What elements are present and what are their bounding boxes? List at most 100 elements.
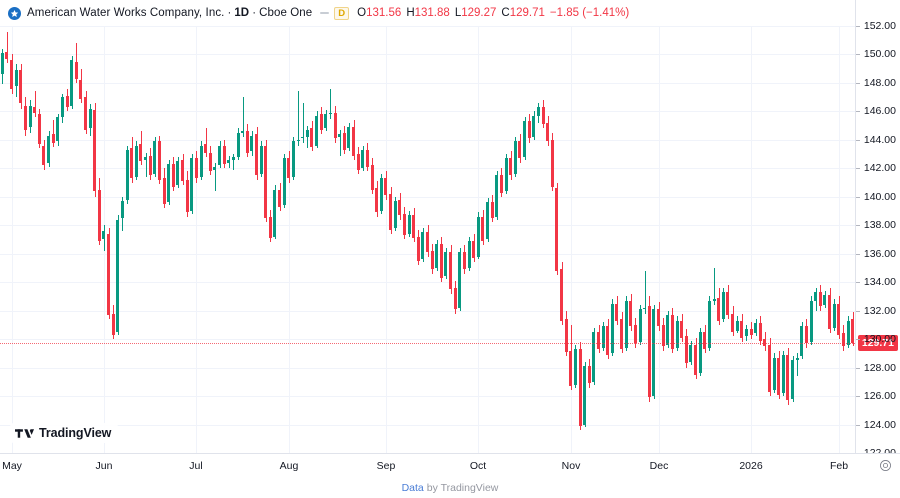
candlestick-body xyxy=(305,129,309,137)
price-axis-tick-mark xyxy=(856,424,860,426)
candlestick-body xyxy=(472,240,476,258)
price-axis[interactable]: 129.71 152.00 150.00 148.00 146.00 144.00 142… xyxy=(855,0,900,459)
candlestick-body xyxy=(490,202,494,219)
candlestick-body xyxy=(661,324,665,347)
footer-attribution: Data by TradingView xyxy=(0,477,900,498)
candlestick-body xyxy=(365,149,369,167)
candlestick-body xyxy=(167,164,171,203)
gridline-vertical xyxy=(386,26,387,453)
price-axis-tick: 136.00 xyxy=(863,247,896,260)
candlestick-body xyxy=(287,158,291,179)
candlestick-body xyxy=(791,360,795,399)
candlestick-body xyxy=(814,292,818,301)
time-axis[interactable]: May Jun Jul Aug Sep Oct Nov Dec 2026 Feb xyxy=(0,453,900,477)
candlestick-body xyxy=(721,292,725,320)
candlestick-body xyxy=(453,287,457,310)
candlestick-series xyxy=(0,26,855,453)
candlestick-body xyxy=(731,313,735,332)
candlestick-body xyxy=(241,131,245,133)
candlestick-body xyxy=(315,115,319,146)
price-axis-tick: 142.00 xyxy=(863,162,896,175)
candlestick-body xyxy=(749,329,753,335)
price-axis-tick-mark xyxy=(856,54,860,56)
time-axis-tick: Dec xyxy=(649,460,669,472)
candlestick-body xyxy=(356,154,360,170)
price-axis-tick-mark xyxy=(856,253,860,255)
candlestick-body xyxy=(93,109,97,192)
candlestick-body xyxy=(398,199,402,216)
last-price-line xyxy=(0,343,855,345)
candlestick-body xyxy=(620,319,624,350)
candlestick-body xyxy=(763,339,767,347)
candlestick-body xyxy=(375,188,379,213)
gridline-vertical xyxy=(659,26,660,453)
ohlc-close-label: C xyxy=(501,7,510,19)
price-axis-tick: 124.00 xyxy=(863,418,896,431)
dividend-badge[interactable]: D xyxy=(334,6,350,20)
candlestick-body xyxy=(541,107,545,125)
candlestick-body xyxy=(680,320,684,338)
symbol-company-name[interactable]: American Water Works Company, Inc. xyxy=(27,7,225,19)
price-axis-tick-mark xyxy=(856,26,860,27)
candlestick-body xyxy=(444,252,448,277)
price-axis-tick: 130.00 xyxy=(863,333,896,346)
price-axis-tick-mark xyxy=(856,282,860,284)
price-axis-tick-mark xyxy=(856,111,860,113)
clock-icon[interactable] xyxy=(879,459,892,472)
candlestick-wick xyxy=(53,119,54,147)
gridline-vertical xyxy=(289,26,290,453)
candlestick-wick xyxy=(298,91,299,146)
candlestick-wick xyxy=(714,267,715,305)
candlestick-body xyxy=(107,233,111,315)
chart-plot-area[interactable] xyxy=(0,26,855,453)
series-style-dash-icon[interactable] xyxy=(320,11,330,15)
star-badge-icon xyxy=(8,6,21,20)
candlestick-body xyxy=(546,122,550,142)
candlestick-body xyxy=(162,178,166,204)
time-axis-tick: Nov xyxy=(561,460,581,472)
candlestick-body xyxy=(643,307,647,310)
ohlc-open-label: O xyxy=(357,7,367,19)
price-axis-tick-mark xyxy=(856,168,860,170)
candlestick-body xyxy=(208,152,212,172)
tradingview-logo[interactable]: TradingView xyxy=(10,423,119,443)
candlestick-body xyxy=(768,344,771,392)
candlestick-body xyxy=(560,269,564,321)
exchange-name[interactable]: Cboe One xyxy=(259,7,313,19)
candlestick-body xyxy=(462,252,466,270)
candlestick-body xyxy=(384,178,388,196)
candlestick-body xyxy=(60,97,64,118)
candlestick-body xyxy=(818,292,822,307)
candlestick-body xyxy=(227,159,231,163)
candlestick-body xyxy=(712,299,716,301)
candlestick-body xyxy=(606,326,610,355)
candlestick-body xyxy=(573,349,577,385)
candlestick-body xyxy=(379,178,383,212)
candlestick-body xyxy=(449,252,453,290)
candlestick-wick xyxy=(243,97,244,137)
candlestick-body xyxy=(657,309,661,327)
candlestick-body xyxy=(707,300,711,348)
chart-interval[interactable]: 1D xyxy=(234,7,250,19)
candlestick-body xyxy=(652,309,656,397)
candlestick-body xyxy=(532,115,536,137)
candlestick-body xyxy=(407,215,411,234)
candlestick-body xyxy=(134,145,138,177)
candlestick-body xyxy=(564,319,568,352)
candlestick-body xyxy=(324,114,328,129)
ohlc-open: O131.56 xyxy=(357,7,401,19)
candlestick-body xyxy=(744,329,748,337)
gridline-vertical xyxy=(12,26,13,453)
candlestick-wick xyxy=(35,91,36,118)
ohlc-close-value: 129.71 xyxy=(509,7,545,19)
price-axis-tick: 138.00 xyxy=(863,219,896,232)
candlestick-body xyxy=(476,216,480,257)
candlestick-body xyxy=(47,135,51,163)
footer-data-link[interactable]: Data xyxy=(401,481,424,494)
candlestick-body xyxy=(130,148,134,179)
tradingview-logo-icon xyxy=(15,427,39,440)
candlestick-body xyxy=(42,145,46,166)
candlestick-body xyxy=(222,145,226,165)
candlestick-body xyxy=(601,326,605,348)
